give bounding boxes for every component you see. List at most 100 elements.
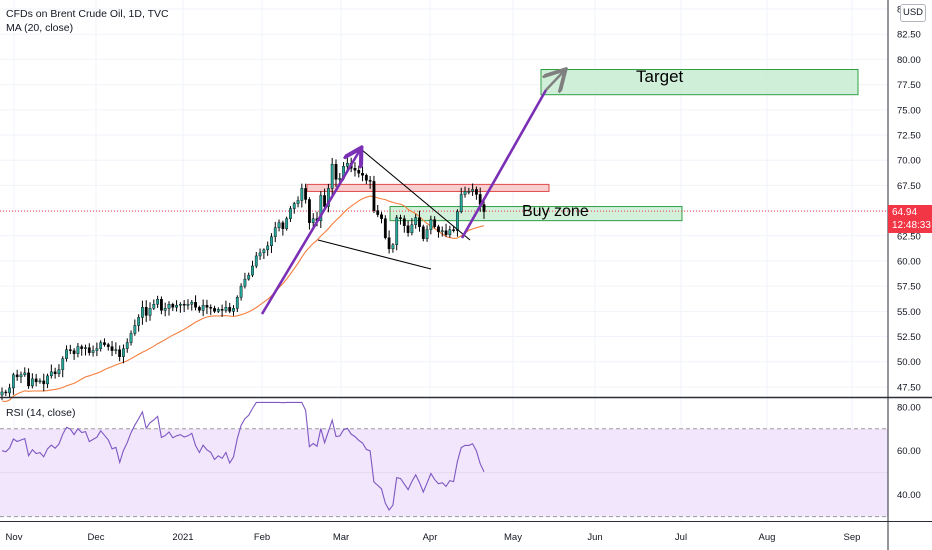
candle-body xyxy=(141,307,144,318)
candle-body xyxy=(49,371,53,377)
candle-body xyxy=(30,378,34,387)
candle-body xyxy=(53,371,57,375)
time-tick-label: Apr xyxy=(423,532,438,543)
candle-body xyxy=(406,225,410,233)
price-tick-label: 72.50 xyxy=(897,131,921,142)
candle-body xyxy=(421,226,425,239)
candle-body xyxy=(23,372,27,376)
candle-body xyxy=(296,200,300,204)
candle-body xyxy=(235,297,239,309)
target-zone xyxy=(540,69,859,96)
candle-body xyxy=(471,189,475,192)
last-price-value: 64.94 xyxy=(892,207,918,218)
rsi-pane xyxy=(0,401,888,518)
rsi-tick-label: 60.00 xyxy=(897,446,921,457)
candle-body xyxy=(300,188,304,201)
candle-body xyxy=(239,285,243,298)
candle-body xyxy=(213,308,216,312)
candle-body xyxy=(376,210,380,215)
candle-body xyxy=(410,224,414,233)
time-tick-label: Jun xyxy=(587,532,602,543)
candle-body xyxy=(110,346,114,351)
symbol-legend[interactable]: CFDs on Brent Crude Oil, 1D, TVC xyxy=(6,8,169,20)
resistance-zone xyxy=(306,183,550,192)
candle-body xyxy=(15,374,19,378)
candle-body xyxy=(368,180,372,182)
time-tick-label: Sep xyxy=(844,532,861,543)
time-tick-label: Mar xyxy=(333,532,349,543)
candle-body xyxy=(399,217,402,219)
price-tick-label: 47.50 xyxy=(897,382,921,393)
candle-body xyxy=(61,358,65,370)
ma-legend[interactable]: MA (20, close) xyxy=(6,22,74,34)
candle-body xyxy=(289,208,292,219)
time-tick-label: Jul xyxy=(675,532,687,543)
candle-body xyxy=(80,346,84,349)
candle-body xyxy=(361,173,364,176)
candle-body xyxy=(194,302,197,308)
rsi-legend[interactable]: RSI (14, close) xyxy=(6,407,76,419)
candle-body xyxy=(160,299,163,311)
candle-body xyxy=(311,218,315,223)
candle-body xyxy=(190,302,194,305)
target-arrow-head xyxy=(546,71,564,90)
candle-body xyxy=(171,304,175,308)
candle-body xyxy=(19,374,23,378)
candle-body xyxy=(68,349,72,351)
candle-body xyxy=(34,378,38,383)
candle-body xyxy=(357,170,361,174)
ma-line xyxy=(1,195,485,403)
candle-body xyxy=(163,308,167,311)
candle-body xyxy=(243,278,247,287)
time-tick-label: May xyxy=(504,532,522,543)
candle-body xyxy=(482,204,486,212)
projection-arrow xyxy=(460,89,548,239)
candle-body xyxy=(118,349,122,357)
candle-body xyxy=(11,374,15,389)
candle-body xyxy=(87,347,91,353)
time-tick-label: 2021 xyxy=(172,532,193,543)
candle-body xyxy=(27,372,30,387)
candle-body xyxy=(475,189,478,195)
candle-body xyxy=(0,391,4,396)
price-tick-label: 77.50 xyxy=(897,80,921,91)
rsi-tick-label: 80.00 xyxy=(897,402,921,413)
candle-body xyxy=(353,168,357,171)
candle-body xyxy=(444,230,448,235)
candle-body xyxy=(387,237,391,250)
price-tick-label: 60.00 xyxy=(897,256,921,267)
candle-body xyxy=(277,222,281,228)
candle-body xyxy=(391,244,395,250)
candle-body xyxy=(42,380,46,385)
candle-body xyxy=(216,309,220,312)
candle-body xyxy=(345,163,349,167)
candle-body xyxy=(205,305,209,308)
candle-body xyxy=(91,350,95,353)
candle-body xyxy=(137,317,141,326)
currency-badge[interactable]: USD xyxy=(900,4,926,22)
candle-body xyxy=(273,227,277,237)
candle-body xyxy=(99,342,103,349)
price-tick-label: 52.50 xyxy=(897,332,921,343)
price-tick-label: 62.50 xyxy=(897,231,921,242)
candle-body xyxy=(429,219,433,230)
candle-body xyxy=(383,218,387,238)
zone-rectangles[interactable] xyxy=(0,69,888,222)
price-tick-label: 70.00 xyxy=(897,156,921,167)
candle-body xyxy=(281,222,285,229)
candle-body xyxy=(133,325,137,334)
last-price-badge: 64.94 12:48:33 xyxy=(888,205,932,233)
candle-body xyxy=(175,305,178,308)
candle-body xyxy=(197,307,201,311)
candle-body xyxy=(440,230,444,232)
drawings[interactable] xyxy=(260,71,564,315)
candle-body xyxy=(326,188,330,207)
candle-body xyxy=(65,349,68,359)
candle-body xyxy=(156,299,160,305)
candle-body xyxy=(57,369,61,375)
candle-body xyxy=(72,350,76,354)
candle-body xyxy=(364,175,368,181)
candle-body xyxy=(418,217,421,227)
